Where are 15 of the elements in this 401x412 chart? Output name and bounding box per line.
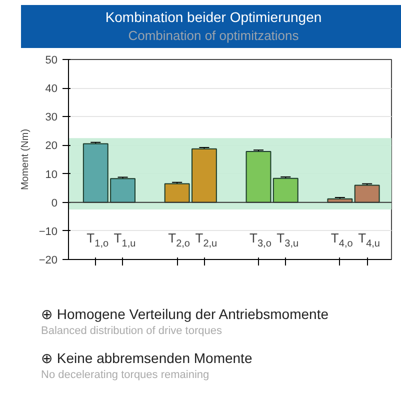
- text: No decelerating torques remaining: [41, 368, 210, 383]
- y-axis-title: Moment (Nm): [20, 128, 31, 190]
- y-tick-label: 40: [45, 83, 58, 96]
- y-tick-label: −10: [38, 226, 58, 238]
- chart-subtitle: Combination of optimitzations: [127, 27, 300, 45]
- text: Balanced distribution of drive torques: [41, 324, 223, 339]
- y-tick-label: 20: [45, 140, 58, 152]
- y-tick-label: 0: [51, 197, 58, 210]
- text: ⊕ Homogene Verteilung der Antriebsmomente: [41, 305, 328, 324]
- y-tick-label: 10: [45, 168, 58, 181]
- chart-title: Kombination beider Optimierungen: [104, 8, 323, 27]
- y-tick-label: 50: [45, 54, 58, 66]
- y-tick-label: −20: [38, 254, 58, 266]
- y-tick-label: 30: [45, 112, 58, 124]
- text: ⊕ Keine abbremsenden Momente: [41, 348, 254, 368]
